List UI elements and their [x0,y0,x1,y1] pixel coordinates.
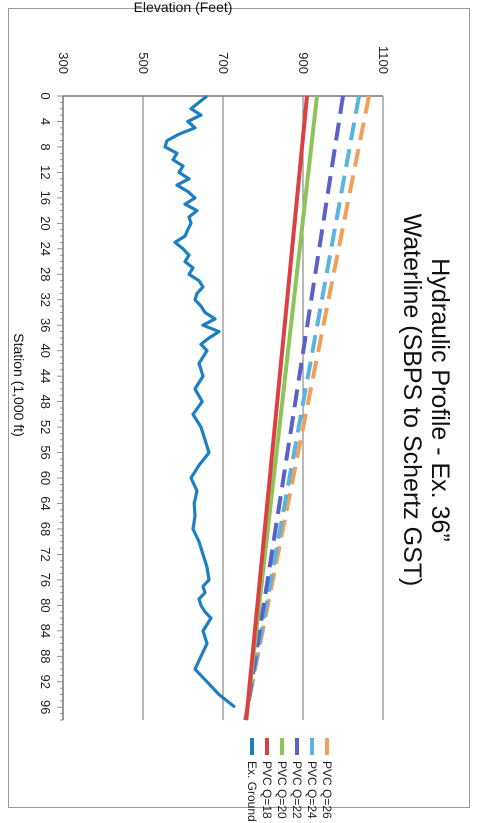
y-tick-label-500: 500 [136,52,151,74]
x-tick-label-76: 76 [38,573,53,587]
x-tick-label-12: 12 [38,165,53,179]
x-tick-label-60: 60 [38,471,53,485]
chart-title-line-1: Hydraulic Profile - Ex. 36” [426,258,454,541]
x-tick-label-24: 24 [38,242,53,256]
series-line-1 [243,95,361,721]
x-tick-label-96: 96 [38,700,53,714]
x-tick-label-36: 36 [38,318,53,332]
x-tick-label-28: 28 [38,267,53,281]
x-tick-label-40: 40 [38,343,53,357]
y-tick-label-300: 300 [56,52,71,74]
legend-label-2: PVC Q=22 MGD [290,761,304,823]
x-tick-label-0: 0 [38,92,53,99]
horizontal-gridlines [62,96,384,720]
legend-label-5: Ex. Ground [245,761,259,822]
series-line-4 [244,95,309,721]
series-line-5 [163,94,236,709]
x-tick-label-8: 8 [38,143,53,150]
x-tick-label-84: 84 [38,624,53,638]
y-tick-label-1100: 1100 [376,46,391,74]
x-axis-label: Station (1,000 ft) [11,333,27,437]
legend-label-1: PVC Q=24 MGD [305,761,319,823]
series-lines [163,94,371,721]
x-tick-label-20: 20 [38,216,53,230]
x-tick-label-92: 92 [38,675,53,689]
y-tick-label-700: 700 [216,52,231,74]
x-tick-label-56: 56 [38,445,53,459]
x-tick-label-80: 80 [38,598,53,612]
axes [57,95,383,721]
y-tick-labels: 300 500 700 900 1100 [56,46,391,74]
series-line-2 [243,95,345,721]
page-border [8,8,470,808]
legend-label-0: PVC Q=26 MGD [320,761,334,823]
x-tick-label-32: 32 [38,293,53,307]
x-tick-label-64: 64 [38,496,53,510]
x-tick-label-88: 88 [38,649,53,663]
y-axis-label: Elevation (Feet) [134,0,233,15]
chart-title-line-2: Waterline (SBPS to Schertz GST) [398,214,426,587]
x-tick-label-44: 44 [38,369,53,383]
x-tick-label-72: 72 [38,547,53,561]
x-tick-label-48: 48 [38,394,53,408]
y-tick-label-900: 900 [296,52,311,74]
x-tick-label-52: 52 [38,420,53,434]
legend-label-3: PVC Q=20 MGD [275,761,289,823]
x-tick-label-68: 68 [38,522,53,536]
x-tick-label-16: 16 [38,191,53,205]
x-tick-label-4: 4 [38,118,53,125]
x-tick-labels: 0481216202428323640444852566064687276808… [38,92,53,714]
legend-label-4: PVC Q=18 MGD [260,761,274,823]
